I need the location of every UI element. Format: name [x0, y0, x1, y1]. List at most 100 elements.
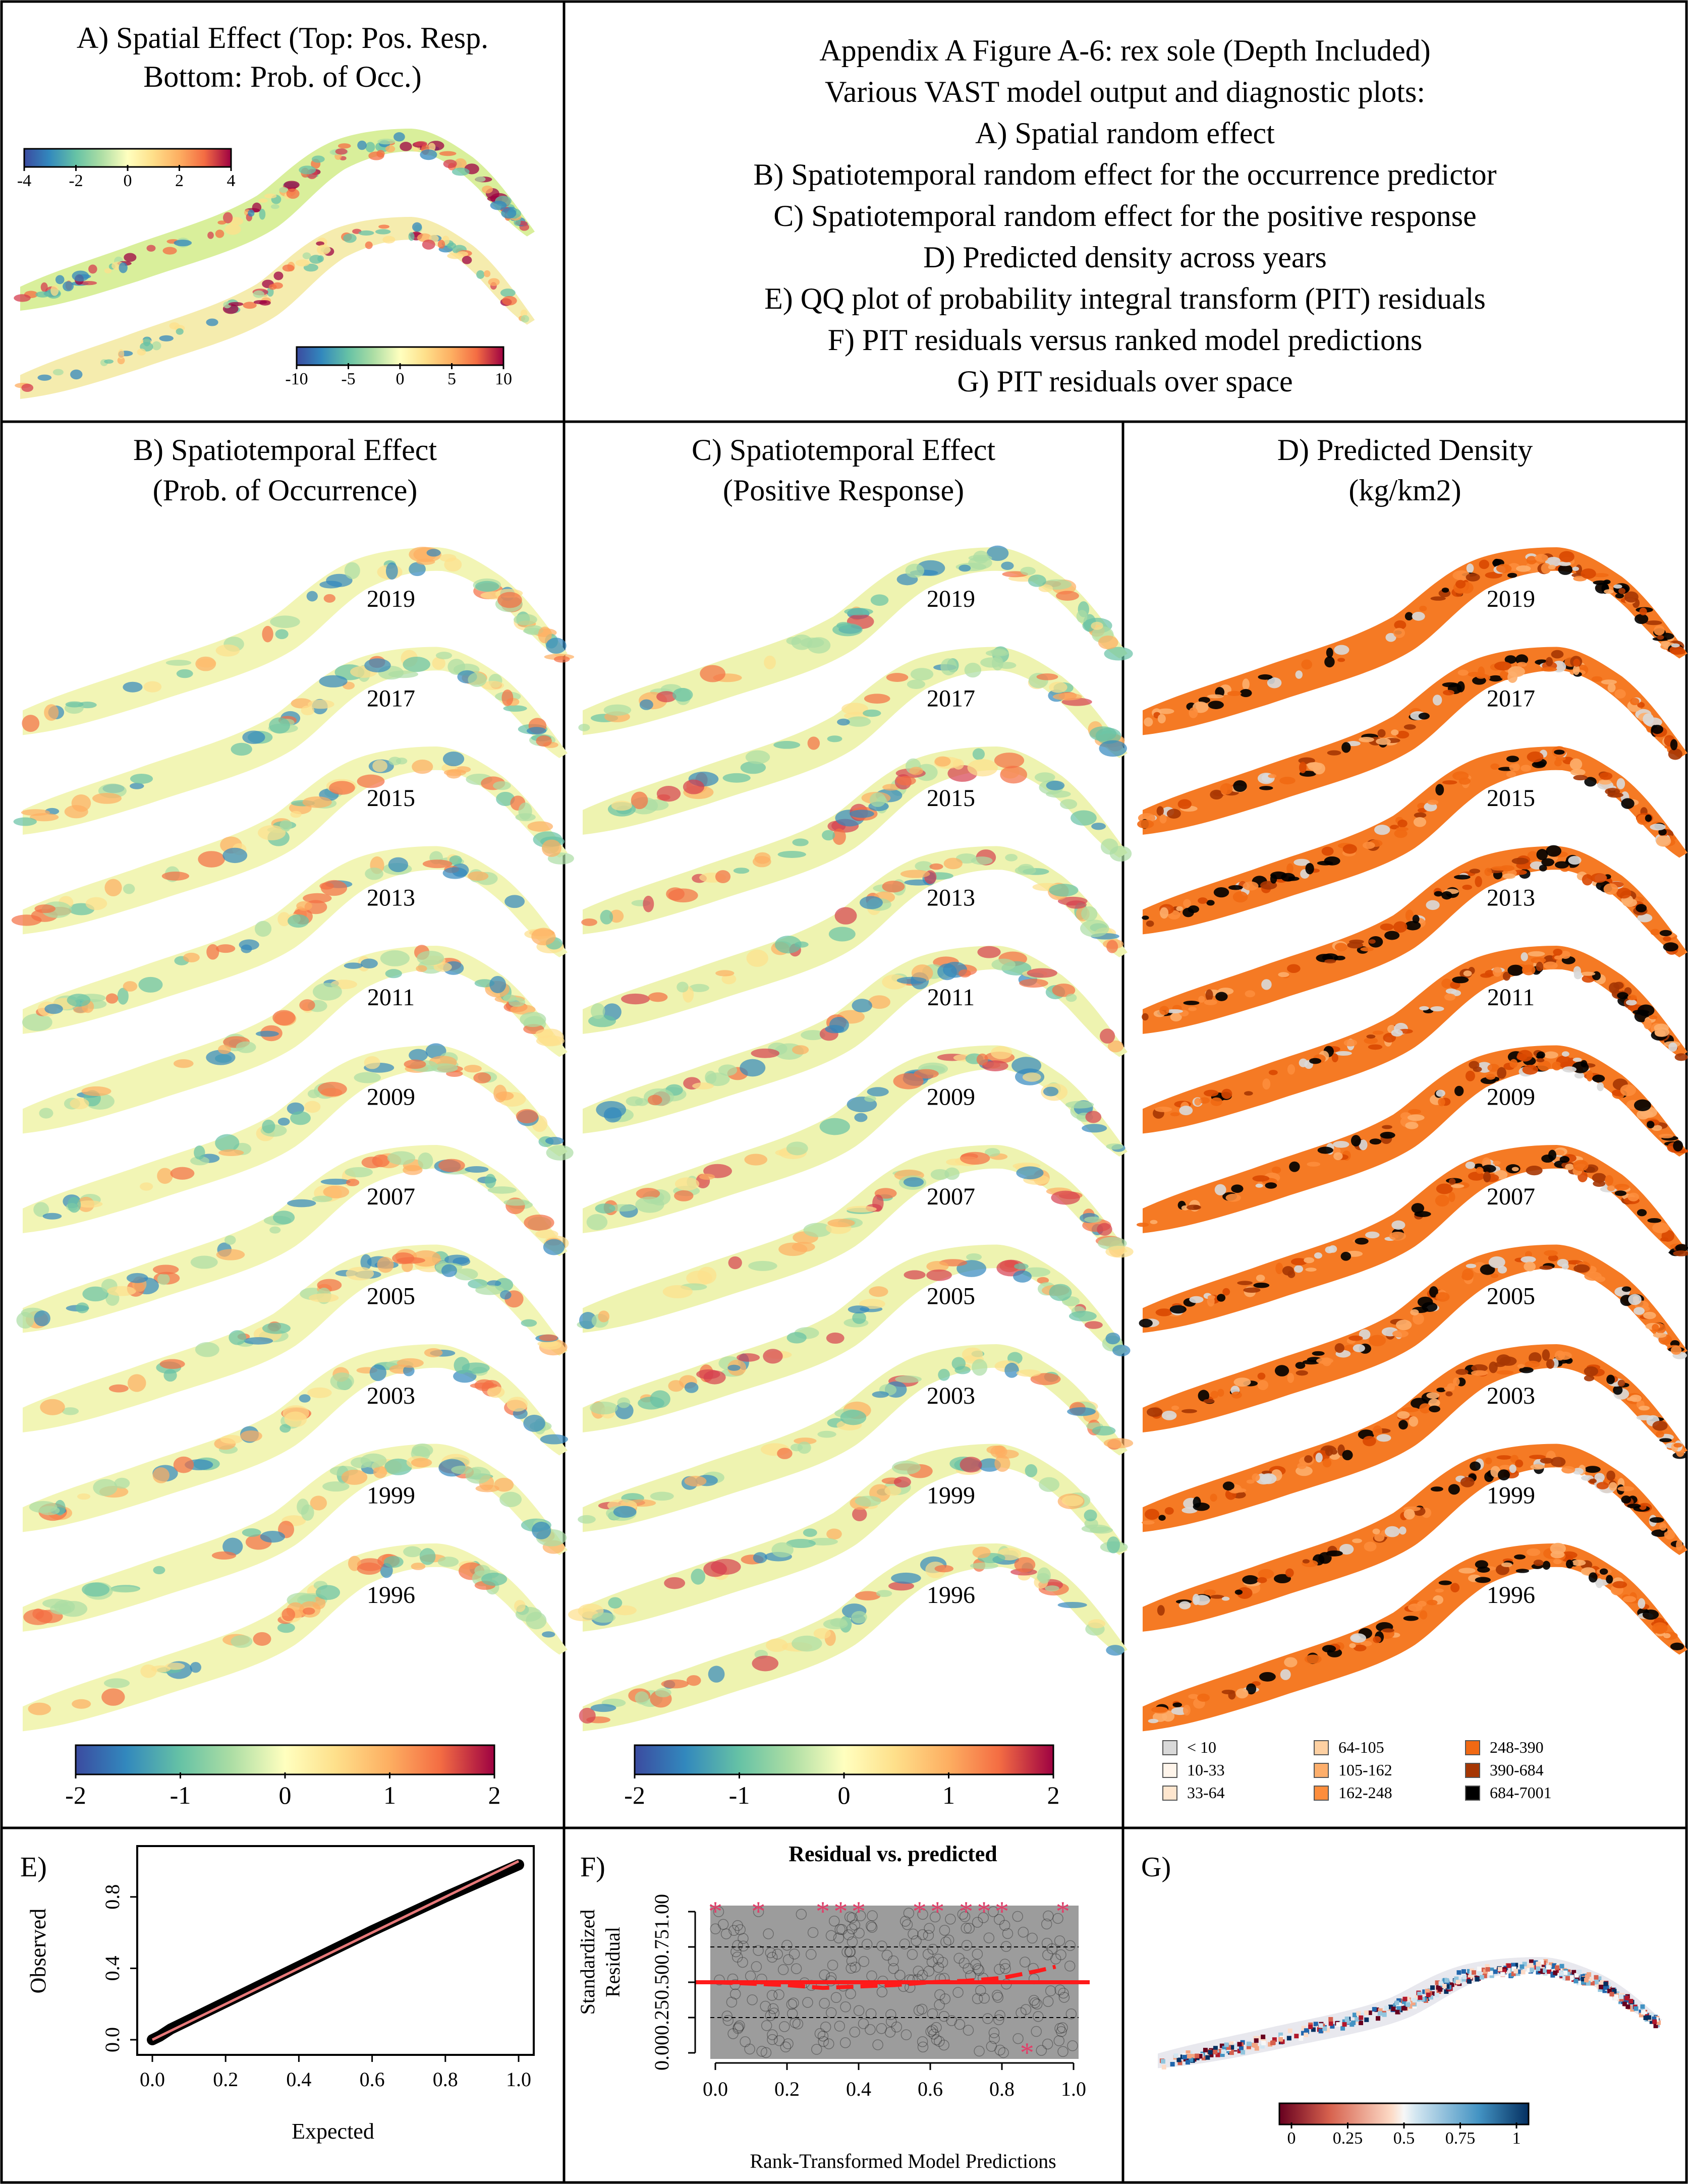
spatial-effect-cell	[248, 209, 255, 217]
pit-residual-cell	[1395, 2009, 1400, 2015]
map-cell	[1362, 841, 1375, 849]
map-cell	[1343, 1039, 1358, 1047]
map-cell	[1203, 1399, 1215, 1404]
map-cell	[1539, 865, 1547, 872]
pit-residual-cell	[1654, 2017, 1659, 2022]
map-cell	[1652, 1222, 1670, 1233]
map-cell	[763, 1349, 783, 1364]
colorbar-tick-label: 2	[1047, 1781, 1060, 1809]
pit-residual-cell	[1318, 2029, 1323, 2034]
map-cell	[990, 1046, 1012, 1059]
spatial-effect-cell	[412, 222, 422, 232]
spatial-effect-cell	[317, 255, 324, 262]
map-cell	[1592, 1074, 1605, 1083]
map-cell	[1490, 763, 1500, 770]
panel-c-title-line2: (Positive Response)	[723, 474, 964, 507]
map-cell	[520, 1012, 546, 1027]
map-cell	[813, 1628, 831, 1639]
panel-c-title-line1: C) Spatiotemporal Effect	[692, 433, 995, 467]
map-cell	[1582, 874, 1593, 886]
map-cell	[864, 1095, 876, 1102]
residual-point	[927, 2008, 938, 2020]
map-cell	[982, 1060, 1008, 1072]
pit-residual-cell	[1438, 1981, 1443, 1986]
map-cell	[864, 694, 890, 704]
map-cell	[1582, 974, 1595, 983]
map-cell	[1422, 1302, 1438, 1312]
pit-residual-cell	[1428, 1995, 1433, 2000]
pit-residual-cell	[1246, 2041, 1251, 2046]
map-cell	[190, 1255, 218, 1269]
map-cell	[722, 773, 751, 783]
spatial-effect-cell	[104, 268, 112, 274]
map-cell	[1215, 992, 1228, 1001]
panel-a-title-line2: Bottom: Prob. of Occ.)	[143, 60, 422, 93]
map-cell	[130, 782, 144, 789]
map-cell	[364, 1056, 380, 1069]
y-tick-label: 0.75	[650, 1929, 673, 1965]
residual-point	[961, 1923, 972, 1934]
map-cell	[976, 1053, 988, 1066]
year-map-2009	[23, 1043, 574, 1233]
panel-a: A) Spatial Effect (Top: Pos. Resp. Botto…	[14, 21, 535, 399]
map-cell	[1581, 568, 1596, 579]
caption-line: Various VAST model output and diagnostic…	[825, 75, 1425, 108]
residual-point	[713, 1906, 724, 1917]
map-cell	[1331, 1053, 1338, 1063]
y-tick-label: 0.8	[101, 1884, 124, 1910]
map-cell	[516, 1109, 538, 1124]
residual-point	[763, 1928, 774, 1939]
map-cell	[1614, 1183, 1629, 1191]
residual-point	[973, 1965, 985, 1976]
pit-residual-cell	[1237, 2042, 1242, 2047]
map-cell	[578, 724, 590, 731]
map-cell	[1384, 931, 1400, 940]
residual-point	[1053, 2035, 1065, 2046]
residual-point	[876, 2023, 887, 2034]
map-cell	[1441, 979, 1452, 989]
map-cell	[303, 893, 332, 903]
spatial-effect-cell	[222, 212, 233, 223]
residual-point	[825, 1930, 837, 1941]
pit-residual-cell	[1581, 1977, 1586, 1982]
map-cell	[1636, 1415, 1654, 1421]
map-cell	[1452, 976, 1469, 984]
pit-residual-cell	[1548, 1962, 1553, 1967]
map-cell	[344, 562, 360, 580]
residual-point	[1064, 1940, 1076, 1951]
map-cell	[539, 1334, 558, 1341]
residual-point	[924, 1923, 935, 1934]
residual-point	[999, 1959, 1010, 1970]
map-cell	[1607, 1185, 1615, 1191]
spatial-effect-cell	[475, 176, 486, 182]
map-cell	[262, 625, 273, 643]
map-cell	[808, 1537, 838, 1546]
map-cell	[1455, 1369, 1469, 1375]
pit-residual-cell	[1639, 2013, 1644, 2018]
map-cell	[1614, 1190, 1627, 1196]
residual-point	[781, 1939, 793, 1951]
year-map-2003	[23, 1344, 568, 1532]
map-cell	[206, 944, 219, 960]
map-cell	[1409, 1416, 1419, 1427]
map-cell	[535, 1230, 558, 1239]
spatial-effect-cell	[365, 142, 375, 153]
map-cell	[1028, 574, 1046, 587]
map-cell	[1282, 1266, 1294, 1276]
map-cell	[1499, 1356, 1517, 1366]
legend-swatch	[1465, 1740, 1480, 1755]
map-cell	[1627, 1192, 1640, 1201]
map-cell	[970, 1562, 998, 1569]
map-cell	[152, 1265, 179, 1275]
pit-residual-cell	[1453, 1979, 1458, 1984]
map-cell	[972, 1359, 988, 1376]
map-cell	[1084, 1216, 1102, 1223]
map-cell	[322, 1481, 350, 1492]
residual-point	[849, 2026, 860, 2038]
map-cell	[462, 1362, 490, 1374]
residual-point	[1052, 1913, 1063, 1924]
map-cell	[153, 1566, 165, 1575]
map-cell	[1637, 702, 1645, 708]
map-cell	[1488, 675, 1503, 682]
pit-residual-cell	[1427, 1988, 1432, 1993]
